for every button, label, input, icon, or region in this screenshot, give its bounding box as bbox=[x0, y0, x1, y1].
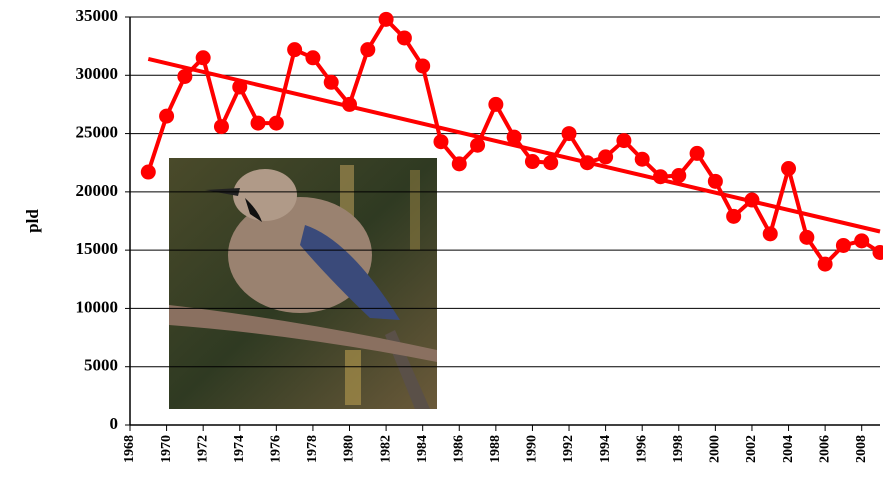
data-point bbox=[561, 126, 577, 142]
x-tick-label: 1976 bbox=[269, 435, 284, 463]
data-point bbox=[799, 229, 815, 245]
y-tick-label: 20000 bbox=[76, 181, 119, 200]
data-point bbox=[634, 151, 650, 167]
x-tick-label: 1988 bbox=[488, 435, 503, 463]
data-point bbox=[872, 244, 883, 260]
data-point bbox=[652, 169, 668, 185]
y-tick-label: 25000 bbox=[76, 122, 119, 141]
x-tick-label: 2000 bbox=[708, 435, 723, 463]
y-tick-label: 15000 bbox=[76, 239, 119, 258]
x-tick-label: 1972 bbox=[195, 435, 210, 463]
data-point bbox=[323, 74, 339, 90]
data-point bbox=[232, 79, 248, 95]
data-point bbox=[762, 226, 778, 242]
data-point bbox=[835, 237, 851, 253]
data-point bbox=[360, 42, 376, 58]
data-point bbox=[177, 68, 193, 84]
data-point bbox=[378, 11, 394, 27]
data-point bbox=[524, 154, 540, 170]
x-tick-label: 1990 bbox=[525, 435, 540, 463]
data-point bbox=[305, 50, 321, 66]
x-tick-label: 1974 bbox=[232, 435, 247, 463]
data-point bbox=[287, 42, 303, 58]
data-point bbox=[707, 173, 723, 189]
x-tick-label: 2008 bbox=[854, 435, 869, 463]
x-tick-label: 1980 bbox=[342, 435, 357, 463]
data-point bbox=[470, 137, 486, 153]
data-point bbox=[268, 115, 284, 131]
data-point bbox=[250, 115, 266, 131]
y-tick-label: 10000 bbox=[76, 297, 119, 316]
data-point bbox=[689, 145, 705, 161]
y-axis-label: pld bbox=[23, 209, 42, 233]
x-tick-label: 2002 bbox=[744, 435, 759, 463]
data-point bbox=[616, 133, 632, 149]
y-tick-label: 30000 bbox=[76, 64, 119, 83]
data-point bbox=[213, 119, 229, 135]
data-point bbox=[671, 168, 687, 184]
x-tick-label: 1984 bbox=[415, 435, 430, 463]
x-tick-label: 1986 bbox=[451, 435, 466, 463]
x-tick-label: 2004 bbox=[781, 435, 796, 463]
data-point bbox=[854, 233, 870, 249]
data-point bbox=[342, 96, 358, 112]
data-point bbox=[195, 50, 211, 66]
data-point bbox=[543, 155, 559, 171]
data-point bbox=[415, 58, 431, 74]
data-point bbox=[726, 208, 742, 224]
data-point bbox=[433, 134, 449, 150]
x-tick-label: 2006 bbox=[817, 435, 832, 463]
y-tick-label: 0 bbox=[110, 414, 119, 433]
data-point bbox=[159, 108, 175, 124]
data-point bbox=[506, 129, 522, 145]
y-tick-label: 35000 bbox=[76, 6, 119, 25]
data-point bbox=[488, 96, 504, 112]
x-tick-label: 1978 bbox=[305, 435, 320, 463]
x-tick-label: 1998 bbox=[671, 435, 686, 463]
data-point bbox=[396, 30, 412, 46]
y-tick-label: 5000 bbox=[84, 356, 118, 375]
data-point bbox=[781, 161, 797, 177]
data-point bbox=[598, 149, 614, 165]
x-tick-label: 1994 bbox=[598, 435, 613, 463]
data-point bbox=[817, 256, 833, 272]
data-point bbox=[140, 164, 156, 180]
data-point bbox=[744, 192, 760, 208]
x-tick-label: 1982 bbox=[378, 435, 393, 463]
data-point bbox=[451, 156, 467, 172]
x-tick-label: 1992 bbox=[561, 435, 576, 463]
x-tick-label: 1996 bbox=[634, 435, 649, 463]
x-tick-label: 1970 bbox=[159, 435, 174, 463]
data-point bbox=[579, 155, 595, 171]
x-tick-label: 1968 bbox=[122, 435, 137, 463]
bird-photo bbox=[169, 158, 437, 409]
